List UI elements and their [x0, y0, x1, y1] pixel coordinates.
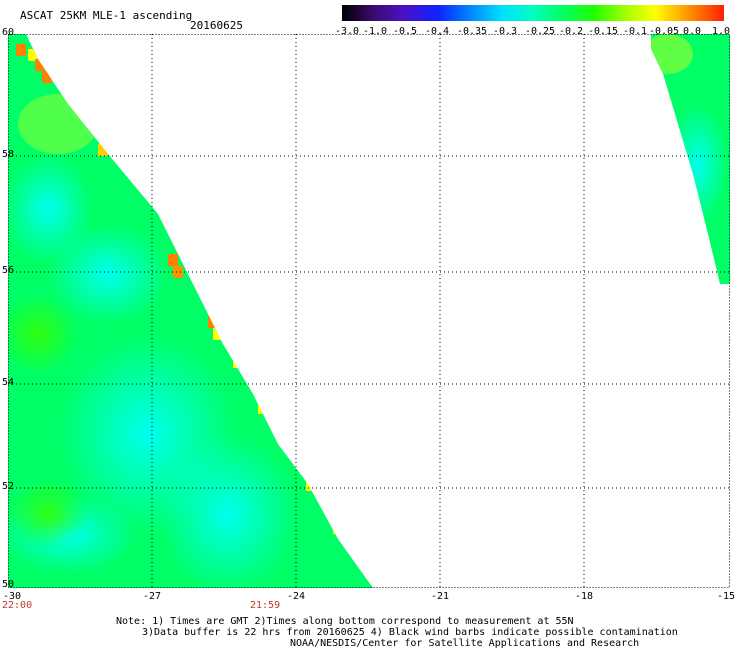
- colorbar-label: 1.0: [711, 26, 731, 37]
- time-label-middle: 21:59: [250, 600, 281, 611]
- note-line-2: 3)Data buffer is 22 hrs from 20160625 4)…: [142, 627, 678, 638]
- lat-label: 56: [2, 265, 15, 276]
- lat-label: 50: [2, 579, 15, 590]
- lon-label: -27: [142, 591, 162, 602]
- colorbar-label: -0.35: [456, 26, 488, 37]
- lat-label: 52: [2, 481, 15, 492]
- left-swath: [8, 34, 373, 588]
- lat-lon-grid: [8, 34, 730, 588]
- lon-label: -30: [2, 591, 22, 602]
- colorbar-label: -0.05: [648, 26, 680, 37]
- note-line-1: Note: 1) Times are GMT 2)Times along bot…: [116, 616, 574, 627]
- colorbar-label: -0.3: [492, 26, 518, 37]
- colorbar-label: -0.1: [622, 26, 648, 37]
- note-line-3: NOAA/NESDIS/Center for Satellite Applica…: [290, 638, 640, 649]
- map-title: ASCAT 25KM MLE-1 ascending: [20, 9, 193, 22]
- colorbar-label: -1.0: [362, 26, 388, 37]
- lon-label: -18: [574, 591, 594, 602]
- colorbar-label: -0.4: [424, 26, 450, 37]
- colorbar-label: -0.5: [392, 26, 418, 37]
- lon-label: -21: [430, 591, 450, 602]
- right-swath: [651, 34, 730, 284]
- map-date: 20160625: [190, 19, 243, 32]
- time-label-left: 22:00: [2, 600, 33, 611]
- scatterometer-swath-map: [8, 34, 730, 588]
- colorbar-label: -0.25: [524, 26, 556, 37]
- lon-label: -24: [286, 591, 306, 602]
- map-plot: [8, 34, 730, 588]
- colorbar-label: 0.0: [682, 26, 702, 37]
- colorbar-label: -0.2: [558, 26, 584, 37]
- lat-label: 54: [2, 377, 15, 388]
- lon-label: -15: [716, 591, 736, 602]
- lat-label: 58: [2, 149, 15, 160]
- colorbar: [342, 5, 724, 21]
- colorbar-label: -0.15: [587, 26, 619, 37]
- lat-label: 60: [2, 27, 15, 38]
- plot-frame: [8, 34, 730, 588]
- colorbar-label: -3.0: [334, 26, 360, 37]
